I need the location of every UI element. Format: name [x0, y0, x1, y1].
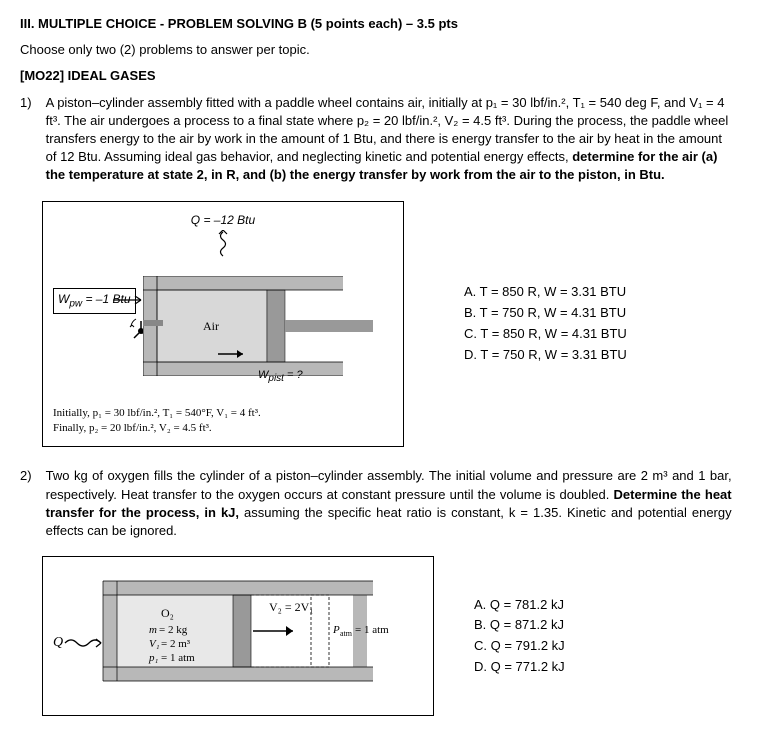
option-2c: C. Q = 791.2 kJ [474, 636, 565, 657]
svg-text:V₁: V₁ [149, 638, 160, 650]
svg-text:Q: Q [53, 635, 63, 650]
svg-text:m: m [149, 624, 157, 636]
svg-text:O₂: O₂ [161, 606, 174, 620]
option-1d: D. T = 750 R, W = 3.31 BTU [464, 345, 627, 366]
fig1-heat-arrow [53, 230, 393, 259]
problem-2-options: A. Q = 781.2 kJ B. Q = 871.2 kJ C. Q = 7… [474, 595, 565, 678]
problem-1: 1) A piston–cylinder assembly fitted wit… [42, 94, 750, 185]
problem-2: 2) Two kg of oxygen fills the cylinder o… [42, 467, 750, 540]
svg-text:P: P [332, 624, 340, 636]
instruction-text: Choose only two (2) problems to answer p… [20, 41, 750, 59]
problem-2-figure: Q V₂ = 2V₁ P atm = 1 atm O₂ m = 2 kg V₁ … [42, 556, 434, 716]
fig1-caption: Initially, p₁ = 30 lbf/in.², T₁ = 540°F,… [53, 406, 393, 437]
problem-2-text: Two kg of oxygen fills the cylinder of a… [46, 467, 732, 540]
fig1-caption-line2: Finally, p₂ = 20 lbf/in.², V₂ = 4.5 ft³. [53, 421, 393, 436]
svg-text:= 1 atm: = 1 atm [355, 624, 389, 636]
option-2a: A. Q = 781.2 kJ [474, 595, 565, 616]
problem-1-text: A piston–cylinder assembly fitted with a… [46, 94, 732, 185]
svg-text:= 2 kg: = 2 kg [159, 624, 188, 636]
problem-1-number: 1) [20, 94, 42, 112]
topic-code: [MO22] IDEAL GASES [20, 67, 750, 85]
svg-text:= 1 atm: = 1 atm [161, 652, 195, 664]
svg-text:p₁: p₁ [148, 652, 159, 664]
fig1-caption-line1: Initially, p₁ = 30 lbf/in.², T₁ = 540°F,… [53, 406, 393, 421]
option-2b: B. Q = 871.2 kJ [474, 615, 565, 636]
fig1-q-label: Q = –12 Btu [53, 212, 393, 229]
svg-text:atm: atm [340, 629, 353, 638]
option-1c: C. T = 850 R, W = 4.31 BTU [464, 324, 627, 345]
fig1-cylinder: Air Wpist = ? [143, 276, 353, 376]
fig1-wpist-label: Wpist = ? [258, 368, 303, 386]
problem-2-figure-row: Q V₂ = 2V₁ P atm = 1 atm O₂ m = 2 kg V₁ … [42, 556, 750, 716]
section-heading: III. MULTIPLE CHOICE - PROBLEM SOLVING B… [20, 15, 750, 33]
svg-text:Air: Air [203, 319, 219, 333]
svg-text:V₂ = 2V₁: V₂ = 2V₁ [269, 600, 313, 614]
option-1a: A. T = 850 R, W = 3.31 BTU [464, 282, 627, 303]
svg-text:= 2 m³: = 2 m³ [161, 638, 191, 650]
problem-1-figure-row: Q = –12 Btu Wpw = –1 Btu [42, 201, 750, 448]
problem-2-number: 2) [20, 467, 42, 485]
option-2d: D. Q = 771.2 kJ [474, 657, 565, 678]
option-1b: B. T = 750 R, W = 4.31 BTU [464, 303, 627, 324]
problem-1-figure: Q = –12 Btu Wpw = –1 Btu [42, 201, 404, 448]
problem-1-options: A. T = 850 R, W = 3.31 BTU B. T = 750 R,… [464, 282, 627, 365]
fig2-svg: Q V₂ = 2V₁ P atm = 1 atm O₂ m = 2 kg V₁ … [53, 571, 423, 691]
